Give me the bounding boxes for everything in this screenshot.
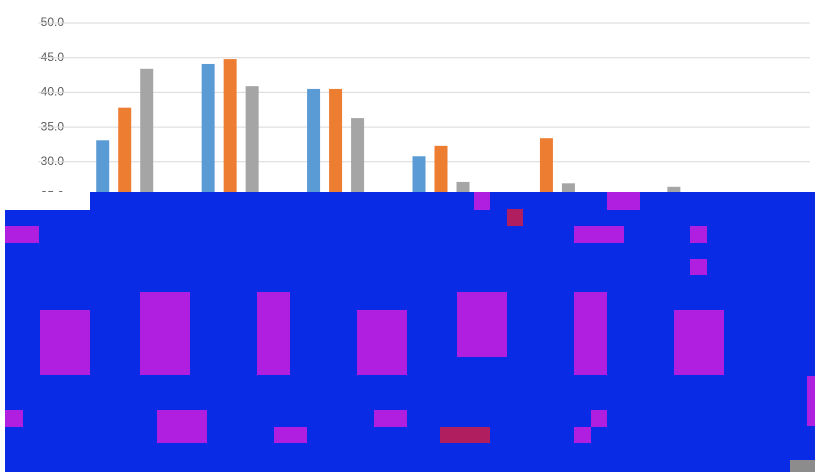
overlay-patch	[357, 310, 407, 375]
glitch-overlay	[0, 192, 815, 472]
overlay-patch	[5, 226, 39, 243]
overlay-patch	[591, 410, 607, 427]
overlay-patch	[690, 259, 707, 275]
overlay-patch	[440, 427, 490, 443]
overlay-gap	[0, 192, 90, 210]
overlay-patch	[374, 410, 407, 427]
overlay-patch	[457, 292, 507, 357]
overlay-patch	[274, 427, 307, 443]
overlay-patch	[607, 192, 640, 210]
overlay-patch	[40, 310, 90, 375]
overlay-patch	[257, 292, 290, 375]
overlay-patch	[5, 410, 23, 427]
y-tick-label: 50.0	[41, 15, 65, 29]
overlay-patch	[140, 292, 190, 375]
y-tick-label: 30.0	[41, 154, 65, 168]
overlay-patch	[574, 292, 607, 375]
overlay-patch	[790, 460, 815, 472]
y-tick-label: 35.0	[41, 119, 65, 133]
overlay-patch	[807, 376, 815, 426]
overlay-patch	[474, 192, 490, 210]
y-tick-label: 45.0	[41, 50, 65, 64]
overlay-patch	[674, 310, 724, 375]
overlay-patch	[157, 410, 207, 443]
overlay-patch	[690, 226, 707, 243]
y-tick-label: 40.0	[41, 85, 65, 99]
overlay-patch	[574, 427, 591, 443]
overlay-patch	[507, 209, 523, 226]
overlay-patch	[574, 226, 624, 243]
